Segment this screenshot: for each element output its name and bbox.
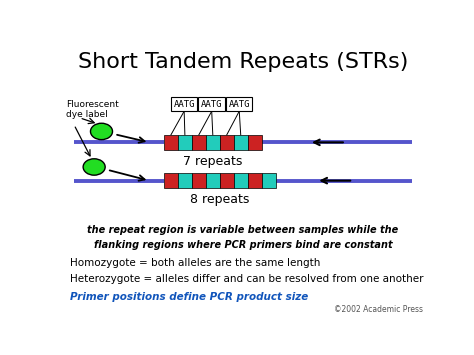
Bar [164, 135, 178, 150]
Bar [164, 173, 178, 188]
Text: ©2002 Academic Press: ©2002 Academic Press [334, 305, 423, 313]
Text: AATG: AATG [201, 100, 222, 109]
Text: AATG: AATG [173, 100, 195, 109]
Text: 7 repeats: 7 repeats [183, 155, 243, 168]
Text: Homozygote = both alleles are the same length: Homozygote = both alleles are the same l… [70, 258, 320, 268]
Bar [206, 173, 220, 188]
Bar [178, 135, 192, 150]
Bar [234, 135, 248, 150]
Bar [262, 173, 275, 188]
Bar [192, 173, 206, 188]
Bar [234, 173, 248, 188]
Bar [220, 135, 234, 150]
Bar [248, 173, 262, 188]
Bar [248, 135, 262, 150]
Circle shape [91, 123, 112, 140]
Text: Heterozygote = alleles differ and can be resolved from one another: Heterozygote = alleles differ and can be… [70, 274, 424, 284]
Text: AATG: AATG [228, 100, 250, 109]
Bar [226, 97, 253, 111]
Text: the repeat region is variable between samples while the: the repeat region is variable between sa… [87, 225, 399, 235]
Text: Short Tandem Repeats (STRs): Short Tandem Repeats (STRs) [78, 52, 408, 72]
Bar [178, 173, 192, 188]
Bar [206, 135, 220, 150]
Bar [171, 97, 197, 111]
Text: Primer positions define PCR product size: Primer positions define PCR product size [70, 293, 309, 302]
Bar [192, 135, 206, 150]
Bar [199, 97, 225, 111]
Circle shape [83, 159, 105, 175]
Text: 8 repeats: 8 repeats [190, 193, 249, 206]
Text: flanking regions where PCR primers bind are constant: flanking regions where PCR primers bind … [93, 240, 392, 250]
Bar [220, 173, 234, 188]
Text: Fluorescent
dye label: Fluorescent dye label [66, 100, 118, 119]
